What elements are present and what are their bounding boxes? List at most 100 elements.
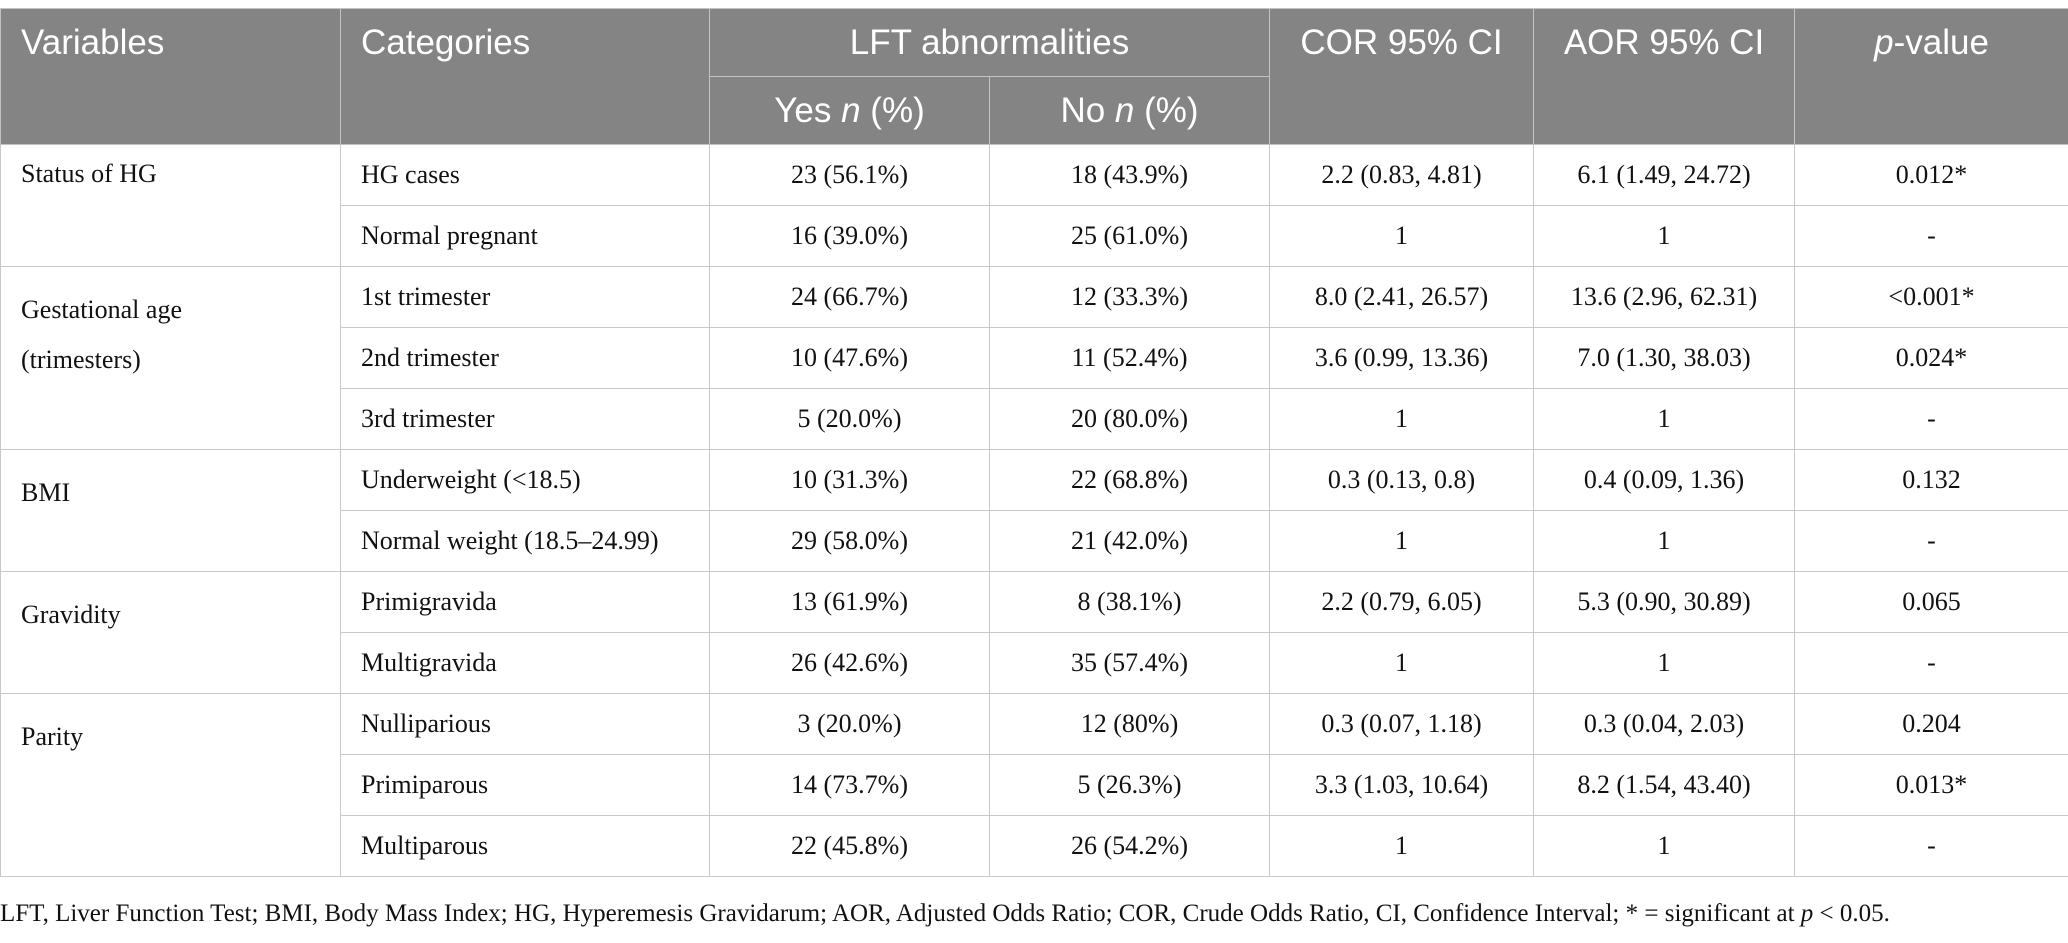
p-value-cell: - bbox=[1794, 632, 2068, 694]
header-cor: COR 95% CI bbox=[1269, 8, 1535, 145]
category-cell: 3rd trimester bbox=[340, 388, 710, 450]
yes-cell: 3 (20.0%) bbox=[709, 693, 990, 755]
yes-cell: 16 (39.0%) bbox=[709, 205, 990, 267]
header-no-label: No bbox=[1060, 90, 1115, 130]
yes-cell: 13 (61.9%) bbox=[709, 571, 990, 633]
yes-cell: 23 (56.1%) bbox=[709, 144, 990, 206]
no-cell: 18 (43.9%) bbox=[988, 144, 1271, 206]
variable-label-line: Gravidity bbox=[21, 600, 121, 629]
no-cell: 11 (52.4%) bbox=[988, 327, 1271, 389]
cor-cell: 0.3 (0.13, 0.8) bbox=[1269, 449, 1535, 511]
cor-cell: 3.6 (0.99, 13.36) bbox=[1269, 327, 1535, 389]
no-cell: 21 (42.0%) bbox=[988, 510, 1271, 572]
no-cell: 8 (38.1%) bbox=[988, 571, 1271, 633]
table-row: Primiparous 14 (73.7%) 5 (26.3%) 3.3 (1.03,… bbox=[1, 754, 2068, 816]
no-cell: 25 (61.0%) bbox=[988, 205, 1271, 267]
p-value-cell: 0.013* bbox=[1794, 754, 2068, 816]
category-cell: Multigravida bbox=[340, 632, 710, 694]
no-cell: 20 (80.0%) bbox=[988, 388, 1271, 450]
header-row-1: Variables Categories LFT abnormalities C… bbox=[0, 8, 2068, 145]
header-aor: AOR 95% CI bbox=[1533, 8, 1796, 145]
category-cell: HG cases bbox=[340, 144, 710, 206]
yes-cell: 10 (47.6%) bbox=[709, 327, 990, 389]
variable-cell: Parity bbox=[0, 693, 341, 877]
yes-cell: 10 (31.3%) bbox=[709, 449, 990, 511]
table-header: Variables Categories LFT abnormalities C… bbox=[0, 8, 2068, 145]
table-body: Status of HG HG cases 23 (56.1%) 18 (43.9%)… bbox=[0, 144, 2068, 877]
category-cell: Underweight (<18.5) bbox=[340, 449, 710, 511]
header-yes-label: Yes bbox=[774, 90, 842, 130]
no-cell: 35 (57.4%) bbox=[988, 632, 1271, 694]
aor-cell: 1 bbox=[1533, 510, 1796, 572]
header-no-pct: (%) bbox=[1134, 90, 1199, 130]
variable-cell: Status of HG bbox=[0, 144, 341, 267]
table-footnote: LFT, Liver Function Test; BMI, Body Mass… bbox=[0, 900, 1890, 928]
table-row: BMI Underweight (<18.5) 10 (31.3%) 22 (68.8… bbox=[0, 449, 2068, 572]
cor-cell: 1 bbox=[1269, 205, 1535, 267]
header-lft-abnormalities: LFT abnormalities bbox=[708, 8, 1271, 77]
footnote-threshold: < 0.05. bbox=[1813, 900, 1890, 927]
table-row: 2nd trimester 10 (47.6%) 11 (52.4%) 3.6 (0.… bbox=[1, 327, 2068, 389]
header-yes: Yes n (%) bbox=[709, 76, 990, 145]
category-cell: 2nd trimester bbox=[340, 327, 710, 389]
aor-cell: 7.0 (1.30, 38.03) bbox=[1533, 327, 1796, 389]
cor-cell: 2.2 (0.83, 4.81) bbox=[1269, 144, 1535, 206]
variable-cell: BMI bbox=[0, 449, 341, 572]
header-p-rest: -value bbox=[1893, 23, 1989, 62]
table-row: Parity Nulliparious 3 (20.0%) 12 (80%) 0.3 (… bbox=[0, 693, 2068, 877]
table-row: 3rd trimester 5 (20.0%) 20 (80.0%) 1 1- bbox=[1, 388, 2068, 450]
category-cell: Primiparous bbox=[340, 754, 710, 816]
cor-cell: 2.2 (0.79, 6.05) bbox=[1269, 571, 1535, 633]
cor-cell: 3.3 (1.03, 10.64) bbox=[1269, 754, 1535, 816]
cor-cell: 1 bbox=[1269, 815, 1535, 877]
header-categories: Categories bbox=[340, 8, 710, 145]
p-value-cell: - bbox=[1794, 388, 2068, 450]
p-value-cell: 0.012* bbox=[1794, 144, 2068, 206]
no-cell: 12 (80%) bbox=[988, 693, 1271, 755]
category-cell: Normal weight (18.5–24.99) bbox=[340, 510, 710, 572]
aor-cell: 5.3 (0.90, 30.89) bbox=[1533, 571, 1796, 633]
header-yes-n: n bbox=[841, 90, 861, 130]
header-no: No n (%) bbox=[988, 76, 1271, 145]
header-p-italic: p bbox=[1874, 23, 1894, 62]
results-table: Variables Categories LFT abnormalities C… bbox=[0, 8, 2068, 877]
p-value-cell: 0.132 bbox=[1794, 449, 2068, 511]
yes-cell: 14 (73.7%) bbox=[709, 754, 990, 816]
cor-cell: 8.0 (2.41, 26.57) bbox=[1269, 266, 1535, 328]
yes-cell: 26 (42.6%) bbox=[709, 632, 990, 694]
variable-label-line: BMI bbox=[21, 478, 71, 507]
category-cell: Multiparous bbox=[340, 815, 710, 877]
no-cell: 12 (33.3%) bbox=[988, 266, 1271, 328]
header-row-2: Yes n (%) No n (%) bbox=[1, 76, 2068, 145]
p-value-cell: 0.204 bbox=[1794, 693, 2068, 755]
variable-label-line: Parity bbox=[21, 722, 84, 751]
variable-cell: Gestational age (trimesters) bbox=[0, 266, 341, 450]
aor-cell: 6.1 (1.49, 24.72) bbox=[1533, 144, 1796, 206]
yes-cell: 22 (45.8%) bbox=[709, 815, 990, 877]
yes-cell: 5 (20.0%) bbox=[709, 388, 990, 450]
p-value-cell: - bbox=[1794, 510, 2068, 572]
variable-label-line: Gestational age bbox=[21, 295, 182, 324]
no-cell: 5 (26.3%) bbox=[988, 754, 1271, 816]
category-cell: 1st trimester bbox=[340, 266, 710, 328]
variable-label-line: Status of HG bbox=[21, 159, 157, 188]
aor-cell: 13.6 (2.96, 62.31) bbox=[1533, 266, 1796, 328]
aor-cell: 0.3 (0.04, 2.03) bbox=[1533, 693, 1796, 755]
yes-cell: 24 (66.7%) bbox=[709, 266, 990, 328]
aor-cell: 1 bbox=[1533, 815, 1796, 877]
p-value-cell: - bbox=[1794, 205, 2068, 267]
category-cell: Nulliparious bbox=[340, 693, 710, 755]
p-value-cell: - bbox=[1794, 815, 2068, 877]
aor-cell: 0.4 (0.09, 1.36) bbox=[1533, 449, 1796, 511]
cor-cell: 0.3 (0.07, 1.18) bbox=[1269, 693, 1535, 755]
header-p-value: p-value bbox=[1794, 8, 2068, 145]
cor-cell: 1 bbox=[1269, 632, 1535, 694]
header-variables: Variables bbox=[0, 8, 341, 145]
footnote-text: LFT, Liver Function Test; BMI, Body Mass… bbox=[0, 900, 1801, 927]
table-row: Gestational age (trimesters) 1st trimester… bbox=[0, 266, 2068, 450]
variable-label-line: (trimesters) bbox=[21, 345, 141, 374]
p-value-cell: <0.001* bbox=[1794, 266, 2068, 328]
table-row: Gravidity Primigravida 13 (61.9%) 8 (38.1%)… bbox=[0, 571, 2068, 694]
category-cell: Normal pregnant bbox=[340, 205, 710, 267]
header-no-n: n bbox=[1114, 90, 1135, 130]
